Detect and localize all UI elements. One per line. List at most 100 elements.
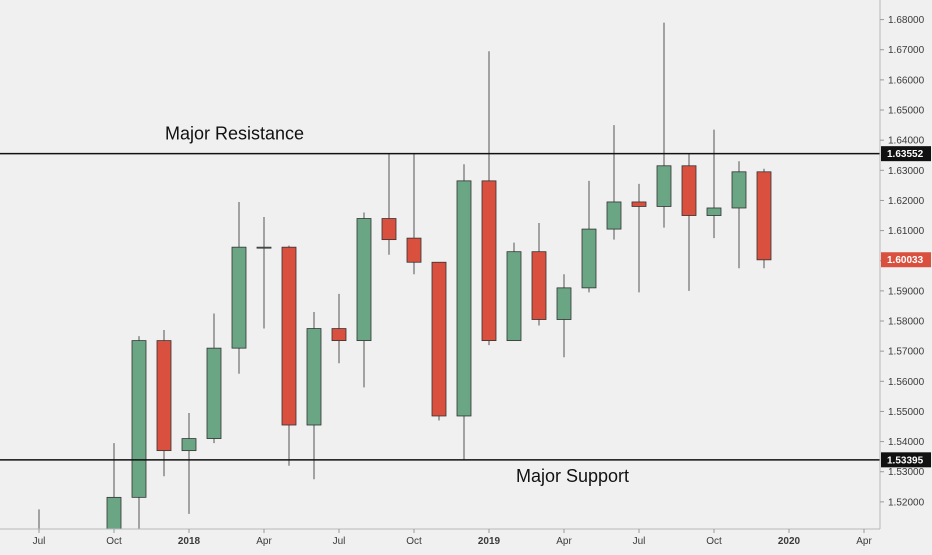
last-price-badge: 1.60033: [881, 252, 931, 268]
candle-body: [556, 287, 572, 320]
resistance-price-badge-bg: [881, 146, 931, 162]
candle-body: [631, 201, 647, 207]
candle-body: [156, 340, 172, 452]
candle: [731, 161, 747, 269]
y-tick-label: 1.54000: [888, 437, 925, 448]
candle: [31, 509, 47, 529]
candle-body: [506, 251, 522, 342]
x-tick-label: Jul: [33, 536, 46, 547]
last-price-badge-label: 1.60033: [887, 255, 924, 266]
candle: [256, 217, 272, 329]
candle: [381, 153, 397, 255]
candle-body: [656, 165, 672, 207]
candle-body: [356, 218, 372, 342]
candle-body: [581, 228, 597, 289]
candle: [481, 51, 497, 346]
candle: [331, 293, 347, 364]
y-tick-label: 1.63000: [888, 166, 925, 177]
candle-body: [456, 180, 472, 417]
x-tick-label: Apr: [856, 536, 872, 547]
candle: [281, 245, 297, 466]
y-tick-label: 1.67000: [888, 45, 925, 56]
resistance-annotation: Major Resistance: [165, 124, 304, 144]
support-annotation: Major Support: [516, 466, 629, 486]
x-tick-label: 2018: [178, 536, 201, 547]
candle-body: [681, 165, 697, 216]
candle-body: [706, 207, 722, 216]
resistance-price-badge: 1.63552: [881, 146, 931, 162]
candle-body: [281, 246, 297, 426]
y-tick-label: 1.64000: [888, 136, 925, 147]
candle: [581, 180, 597, 293]
candle-body: [531, 251, 547, 320]
y-tick-label: 1.55000: [888, 407, 925, 418]
last-price-badge-bg: [881, 252, 931, 268]
y-tick-label: 1.53000: [888, 467, 925, 478]
candle-body: [231, 246, 247, 349]
candle: [131, 336, 147, 529]
price-badges: 1.63552 1.53395 1.60033: [881, 146, 931, 468]
resistance-price-badge-label: 1.63552: [887, 149, 924, 160]
candle-body: [206, 347, 222, 439]
candle: [681, 153, 697, 291]
candle: [456, 164, 472, 460]
y-tick-label: 1.52000: [888, 497, 925, 508]
x-tick-label: 2019: [478, 536, 501, 547]
y-tick-label: 1.62000: [888, 196, 925, 207]
candle-body: [306, 328, 322, 426]
candle-body: [481, 180, 497, 342]
x-tick-label: Jul: [633, 536, 646, 547]
candle: [531, 223, 547, 326]
candle-body: [431, 261, 447, 417]
candle-body: [131, 340, 147, 498]
y-tick-label: 1.68000: [888, 15, 925, 26]
candle-body: [606, 201, 622, 230]
candle-body: [331, 328, 347, 342]
candle-body: [406, 237, 422, 263]
y-tick-label: 1.57000: [888, 347, 925, 358]
candle-body: [256, 246, 272, 249]
candle: [206, 313, 222, 444]
y-tick-label: 1.58000: [888, 317, 925, 328]
candle-body: [181, 438, 197, 452]
candle: [181, 412, 197, 514]
y-tick-label: 1.66000: [888, 75, 925, 86]
candle: [706, 129, 722, 239]
candle-body: [381, 218, 397, 241]
candle-body: [106, 496, 122, 529]
candle: [606, 125, 622, 240]
y-tick-label: 1.61000: [888, 226, 925, 237]
candle: [431, 261, 447, 421]
candle: [231, 201, 247, 374]
candle: [106, 443, 122, 529]
candle-body: [731, 171, 747, 209]
y-tick-label: 1.56000: [888, 377, 925, 388]
candle: [656, 22, 672, 228]
candle: [356, 212, 372, 388]
candle: [756, 168, 772, 269]
x-tick-label: Oct: [106, 536, 122, 547]
x-tick-label: Oct: [406, 536, 422, 547]
support-price-badge-label: 1.53395: [887, 455, 924, 466]
candle: [556, 274, 572, 358]
x-tick-label: Apr: [256, 536, 272, 547]
time-axis: Jul Oct 2018 Apr Jul Oct 2019 Apr Jul Oct 2020 Apr: [33, 529, 872, 547]
support-price-badge: 1.53395: [881, 452, 931, 468]
x-tick-label: Apr: [556, 536, 572, 547]
candle-body: [756, 171, 772, 261]
y-tick-label: 1.59000: [888, 286, 925, 297]
candle: [306, 311, 322, 480]
support-price-badge-bg: [881, 452, 931, 468]
x-tick-label: 2020: [778, 536, 801, 547]
y-tick-label: 1.65000: [888, 106, 925, 117]
candle: [156, 330, 172, 477]
levels-layer: Major Resistance Major Support: [0, 124, 880, 486]
candle: [406, 153, 422, 275]
candle: [506, 242, 522, 342]
x-tick-label: Oct: [706, 536, 722, 547]
candles-layer: [31, 22, 772, 529]
candle: [631, 183, 647, 293]
x-tick-label: Jul: [333, 536, 346, 547]
